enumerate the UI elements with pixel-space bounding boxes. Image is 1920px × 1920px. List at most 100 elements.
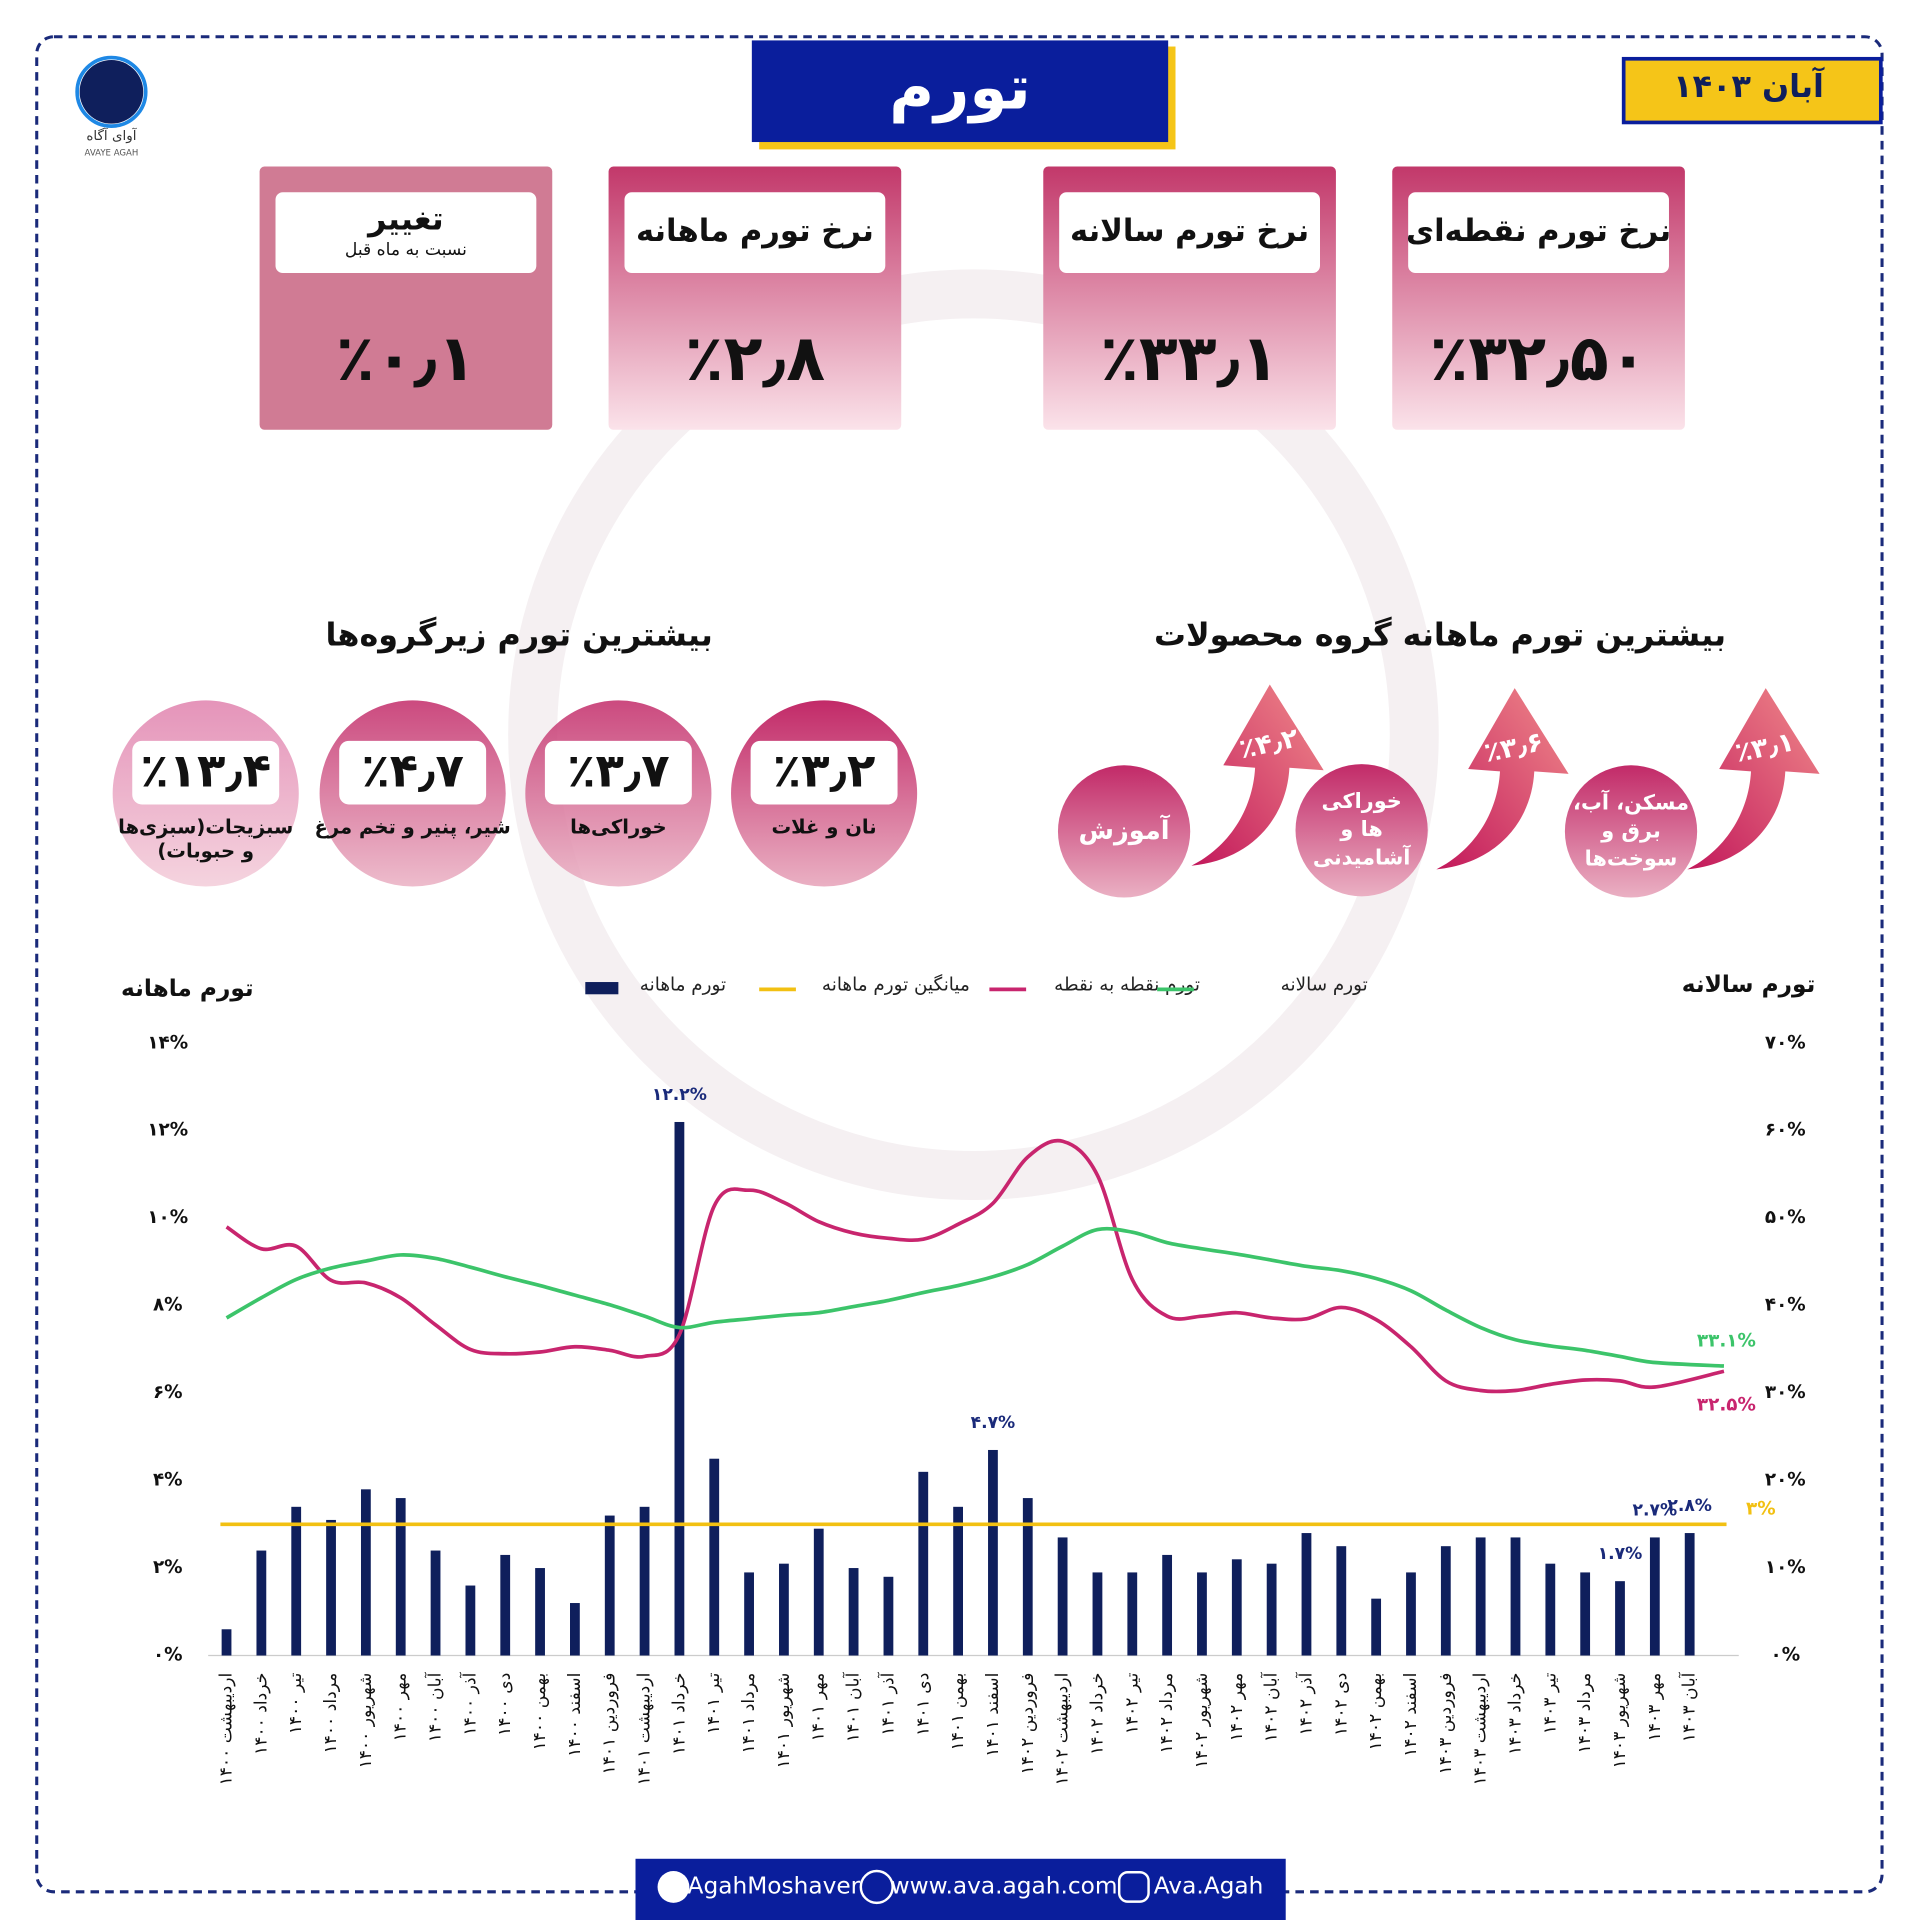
x-tick-label: اردیبهشت ۱۴۰۲ [1053, 1673, 1073, 1786]
bar [1266, 1563, 1277, 1656]
card-title: نرخ تورم سالانه [1070, 214, 1309, 249]
bar [1475, 1537, 1486, 1656]
x-tick-label: خرداد ۱۴۰۳ [1505, 1673, 1525, 1755]
y-tick-label: ۴% [153, 1470, 183, 1491]
logo-name: آوای آگاه [86, 127, 137, 144]
y2-tick-label: ۲۰% [1765, 1470, 1806, 1491]
bar [395, 1498, 406, 1656]
card-value: ٪۰٫۱ [336, 322, 476, 396]
x-tick-label: اردیبهشت ۱۴۰۱ [635, 1673, 655, 1786]
footer-website: www.ava.agah.com [891, 1872, 1118, 1899]
y-tick-label: ۸% [153, 1295, 183, 1316]
x-tick-label: اسفند ۱۴۰۰ [565, 1673, 585, 1757]
y-tick-label: ۱۰% [147, 1207, 188, 1228]
product-circle [1564, 765, 1698, 898]
x-tick-label: مهر ۱۴۰۰ [391, 1673, 411, 1742]
x-tick-label: مهر ۱۴۰۱ [809, 1673, 829, 1742]
arrow [1436, 688, 1569, 870]
bar [1231, 1559, 1242, 1656]
subgroup-value-box [339, 740, 487, 805]
x-tick-label: خرداد ۱۴۰۲ [1087, 1673, 1107, 1755]
subgroup-value-box [750, 740, 898, 805]
logo-ring [75, 55, 148, 128]
x-tick-label: خرداد ۱۴۰۰ [251, 1673, 271, 1755]
product-circle [1295, 764, 1428, 897]
product-label: خوراکی [1321, 789, 1401, 813]
card-label-box [624, 192, 886, 274]
subgroup-label: شیر، پنیر و تخم مرغ [314, 815, 510, 838]
x-tick-label: دی ۱۴۰۲ [1331, 1673, 1351, 1736]
bar [256, 1550, 267, 1656]
bar-value-label: ۲.۸% [1667, 1496, 1712, 1516]
bar [1057, 1537, 1068, 1656]
bar [709, 1458, 720, 1656]
logo-latin: AVAYE AGAH [85, 149, 139, 159]
x-tick-label: شهریور ۱۴۰۳ [1610, 1673, 1630, 1769]
x-tick-label: تیر ۱۴۰۳ [1540, 1672, 1560, 1734]
y2-tick-label: ۵۰% [1765, 1207, 1806, 1228]
x-tick-label: آذر ۱۴۰۲ [1294, 1671, 1316, 1735]
x-tick-label: آذر ۱۴۰۰ [458, 1671, 480, 1735]
x-tick-label: تیر ۱۴۰۰ [286, 1672, 306, 1734]
watermark [508, 269, 1439, 1200]
x-tick-label: بهمن ۱۴۰۱ [948, 1673, 968, 1751]
date: آبان ۱۴۰۳ [1673, 66, 1825, 105]
y-axis-title: تورم ماهانه [121, 975, 254, 1002]
x-tick-label: بهمن ۱۴۰۲ [1366, 1673, 1386, 1751]
subgroups-title: بیشترین تورم زیرگروه‌ها [325, 616, 712, 654]
bar [988, 1449, 998, 1656]
bar [1649, 1537, 1660, 1656]
bar [813, 1528, 824, 1656]
bar [1127, 1572, 1138, 1656]
x-tick-label: بهمن ۱۴۰۰ [530, 1673, 550, 1751]
card-value: ٪۳۳٫۱ [1100, 322, 1279, 396]
bar [639, 1506, 650, 1656]
bar [604, 1515, 615, 1656]
x-tick-label: شهریور ۱۴۰۱ [774, 1673, 794, 1769]
x-tick-label: تیر ۱۴۰۱ [704, 1672, 724, 1734]
card-label-box [1059, 192, 1320, 274]
subgroup-value: ٪۴٫۷ [361, 743, 464, 797]
x-tick-label: مهر ۱۴۰۳ [1645, 1673, 1665, 1742]
card-value: ٪۳۲٫۵۰ [1430, 322, 1648, 396]
x-tick-label: مهر ۱۴۰۲ [1227, 1673, 1247, 1742]
legend-label: تورم سالانه [1281, 975, 1368, 996]
bar [1406, 1572, 1416, 1656]
y-tick-label: ۶% [153, 1382, 183, 1403]
x-tick-label: آذر ۱۴۰۱ [876, 1671, 898, 1735]
x-tick-label: مرداد ۱۴۰۲ [1157, 1673, 1177, 1754]
card-title: نرخ تورم نقطه‌ای [1406, 214, 1671, 249]
date-box [1621, 56, 1883, 125]
bar [326, 1519, 336, 1656]
bar [221, 1629, 232, 1656]
average-label: ۳% [1746, 1499, 1776, 1520]
x-tick-label: شهریور ۱۴۰۲ [1192, 1673, 1212, 1769]
subgroup-value: ٪۳٫۲ [773, 743, 876, 797]
x-tick-label: اسفند ۱۴۰۲ [1401, 1673, 1421, 1757]
bar [1684, 1533, 1695, 1656]
x-tick-label: تیر ۱۴۰۲ [1122, 1672, 1142, 1734]
card-value: ٪۲٫۸ [685, 322, 825, 396]
bar [1580, 1572, 1591, 1656]
card-label-box [275, 192, 537, 274]
bar [430, 1550, 441, 1656]
x-tick-label: آبان ۱۴۰۳ [1678, 1671, 1700, 1742]
x-tick-label: آبان ۱۴۰۱ [842, 1671, 864, 1742]
product-label: مسکن، آب، [1573, 789, 1689, 814]
subgroup-label: و حبوبات) [157, 840, 254, 863]
x-tick-label: فروردین ۱۴۰۳ [1436, 1673, 1456, 1775]
bar [1162, 1554, 1173, 1656]
x-tick-label: دی ۱۴۰۱ [913, 1673, 933, 1736]
line [225, 1138, 1725, 1394]
x-tick-label: شهریور ۱۴۰۰ [356, 1673, 376, 1769]
footer-telegram: AgahMoshaver [688, 1872, 861, 1899]
bar [848, 1568, 859, 1656]
product-label: ها و [1339, 817, 1382, 841]
x-tick-label: اسفند ۱۴۰۱ [983, 1673, 1003, 1757]
product-circle [1057, 765, 1191, 898]
subgroup-value-box [132, 740, 280, 805]
y2-tick-label: ۴۰% [1765, 1295, 1806, 1316]
product-label: آشامیدنی [1313, 844, 1411, 869]
x-tick-label: آبان ۱۴۰۰ [424, 1671, 446, 1742]
